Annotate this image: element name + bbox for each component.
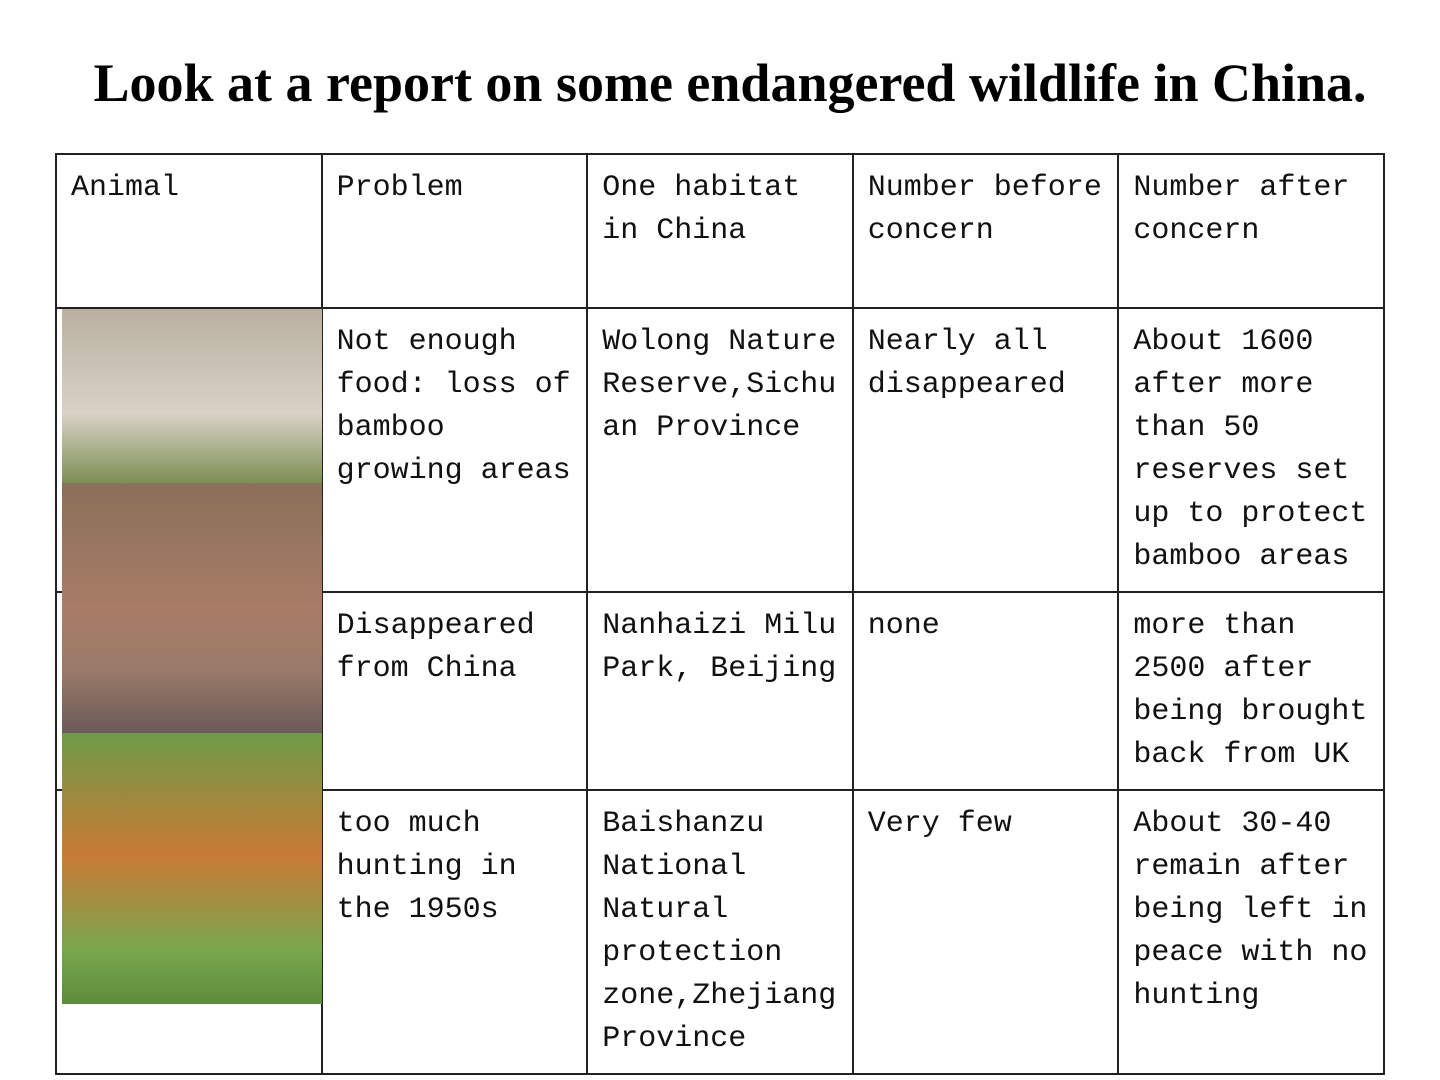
deer-photo: [62, 483, 322, 733]
table-cell: Very few: [851, 789, 1120, 1075]
table-cell: none: [851, 591, 1120, 791]
table-cell: Wolong Nature Reserve,Sichuan Province: [586, 307, 854, 593]
table-cell: Disappeared from China: [320, 591, 589, 791]
header-cell: One habitat in China: [586, 153, 854, 309]
header-cell: Number before concern: [851, 153, 1120, 309]
table-row: Disappeared from China Nanhaizi Milu Park…: [55, 591, 1385, 791]
header-cell: Animal: [55, 153, 323, 309]
table-cell: Baishanzu National Natural protection zo…: [586, 789, 854, 1075]
table-cell: About 30-40 remain after being left in p…: [1117, 789, 1385, 1075]
table-cell: too much hunting in the 1950s: [320, 789, 589, 1075]
table-cell: Nanhaizi Milu Park, Beijing: [586, 591, 854, 791]
table-cell: Not enough food: loss of bamboo growing …: [320, 307, 589, 593]
header-cell: Problem: [320, 153, 589, 309]
header-cell: Number after concern: [1117, 153, 1385, 309]
wildlife-table: Animal Problem One habitat in China Number …: [55, 153, 1385, 1075]
table-cell: more than 2500 after being brought back …: [1117, 591, 1385, 791]
slide-title: Look at a report on some endangered wild…: [93, 53, 1367, 113]
panda-photo: [62, 309, 322, 483]
tiger-photo: [62, 733, 322, 1004]
header-row: Animal Problem One habitat in China Number …: [55, 153, 1385, 309]
table-body: Animal Problem One habitat in China Number …: [55, 153, 1385, 1075]
table-cell: About 1600 after more than 50 reserves s…: [1117, 307, 1385, 593]
table-cell: Nearly all disappeared: [851, 307, 1120, 593]
